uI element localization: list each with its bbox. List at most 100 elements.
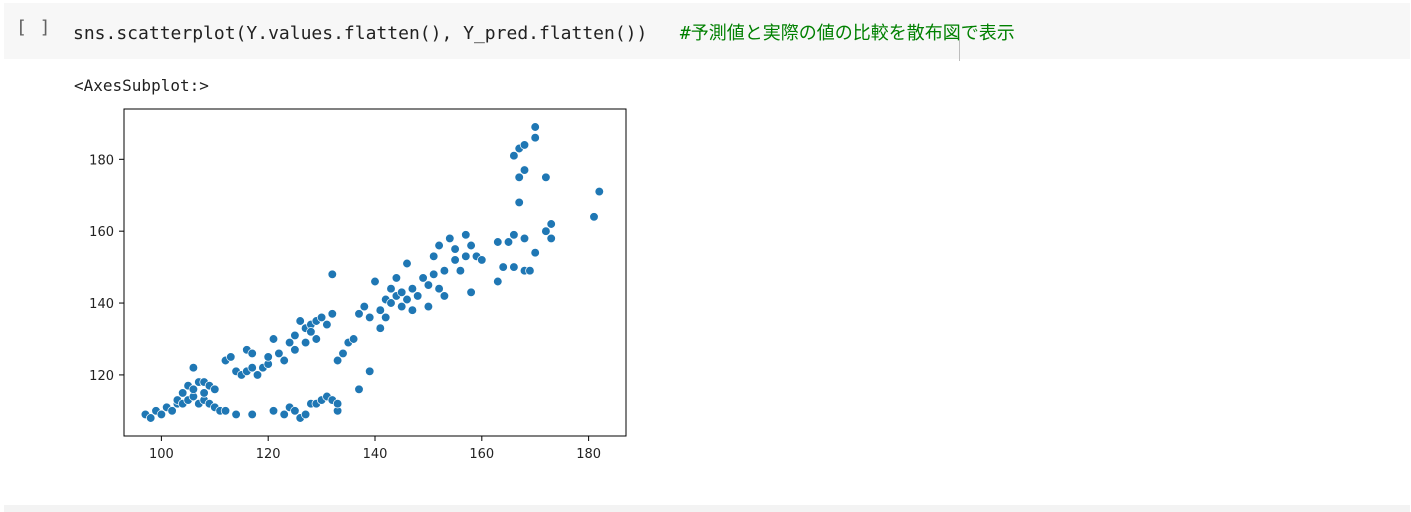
scatter-point (498, 262, 508, 272)
scatter-point (316, 312, 327, 323)
scatter-point (423, 301, 434, 312)
scatter-point (530, 248, 540, 258)
y-tick-label: 160 (89, 225, 114, 240)
scatter-point (231, 409, 241, 420)
scatter-point (418, 273, 428, 283)
scatter-point (146, 413, 156, 423)
scatter-point (439, 291, 450, 301)
scatter-point (381, 312, 391, 323)
scatter-point (375, 305, 385, 315)
scatter-point (407, 305, 418, 315)
scatter-point (178, 388, 188, 398)
scatter-point (503, 237, 514, 247)
scatter-point (290, 406, 300, 416)
scatter-point (226, 352, 236, 362)
scatter-point (525, 266, 535, 276)
scatter-point (407, 284, 418, 294)
scatter-point (188, 384, 199, 394)
x-tick-label: 180 (576, 447, 601, 462)
scatter-point (188, 363, 199, 373)
code-text: sns.scatterplot(Y.values.flatten(), Y_pr… (73, 23, 648, 44)
run-cell-button[interactable]: [ ] (16, 17, 52, 38)
scatter-point (514, 197, 524, 208)
scatter-point (359, 301, 369, 312)
scatter-point (311, 334, 321, 344)
scatter-point (429, 251, 439, 261)
scatter-point (402, 258, 412, 269)
next-cell-edge (4, 505, 1410, 512)
code-editor[interactable]: sns.scatterplot(Y.values.flatten(), Y_pr… (73, 19, 1015, 45)
scatter-point (268, 334, 279, 344)
plot-frame (123, 108, 627, 437)
x-tick-label: 160 (469, 447, 494, 462)
scatter-point (274, 348, 284, 359)
scatter-point (541, 172, 551, 182)
scatter-point (365, 312, 375, 323)
scatter-point (461, 230, 471, 240)
scatter-point (338, 348, 348, 359)
x-tick-label: 120 (256, 447, 281, 462)
scatter-point (386, 284, 396, 294)
scatter-point (509, 262, 519, 272)
scatter-point (546, 219, 556, 229)
scatter-point (429, 269, 439, 279)
scatter-point (509, 151, 519, 161)
scatter-point (594, 186, 604, 197)
scatter-point (167, 406, 177, 416)
scatter-point (295, 316, 305, 326)
text-cursor (959, 37, 960, 61)
scatter-plot: 100 120 140 160 180 120 140 160 180 (89, 108, 627, 462)
scatter-point (300, 409, 311, 420)
scatter-point (530, 122, 540, 132)
scatter-point (455, 266, 466, 276)
scatter-point (370, 276, 380, 287)
scatter-point (466, 287, 476, 297)
scatter-point (423, 280, 434, 290)
y-tick-label: 120 (89, 369, 114, 384)
scatter-point (354, 384, 364, 394)
scatter-point (263, 352, 273, 362)
scatter-point (322, 319, 332, 330)
y-tick-label: 180 (89, 153, 114, 168)
scatter-point (327, 269, 337, 279)
code-comment: #予測値と実際の値の比較を散布図で表示 (679, 23, 1015, 44)
scatter-point (354, 309, 364, 319)
scatter-point (290, 345, 300, 355)
scatter-point (365, 366, 375, 376)
scatter-point (530, 133, 540, 143)
scatter-point (386, 298, 396, 308)
y-tick-label: 140 (89, 297, 114, 312)
scatter-point (450, 244, 460, 254)
scatter-point (375, 323, 385, 333)
scatter-point (402, 294, 412, 305)
scatter-point (156, 409, 167, 420)
scatter-point (332, 355, 343, 366)
scatter-point (252, 370, 263, 380)
scatter-point (397, 287, 407, 297)
scatter-point (327, 309, 337, 319)
scatter-point (348, 334, 359, 344)
scatter-point (466, 240, 476, 251)
scatter-point (514, 172, 524, 182)
scatter-point (306, 327, 316, 337)
scatter-point (434, 240, 444, 251)
scatter-point (461, 251, 471, 261)
scatter-point (397, 301, 407, 312)
code-cell[interactable]: [ ] sns.scatterplot(Y.values.flatten(), … (4, 3, 1410, 61)
scatter-point (247, 363, 257, 373)
scatter-point (290, 330, 300, 341)
scatter-point (493, 237, 503, 247)
scatter-point (247, 348, 257, 359)
scatter-point (589, 212, 599, 222)
x-tick-label: 100 (149, 447, 174, 462)
scatter-point (391, 273, 402, 283)
scatter-point (220, 406, 231, 416)
scatter-point (279, 409, 289, 420)
output-repr: <AxesSubplot:> (74, 76, 209, 95)
x-tick-label: 140 (363, 447, 388, 462)
scatter-point (284, 337, 295, 348)
scatter-point (210, 384, 220, 394)
scatter-point (300, 337, 311, 348)
scatter-point (519, 233, 530, 244)
scatter-point (279, 355, 289, 366)
